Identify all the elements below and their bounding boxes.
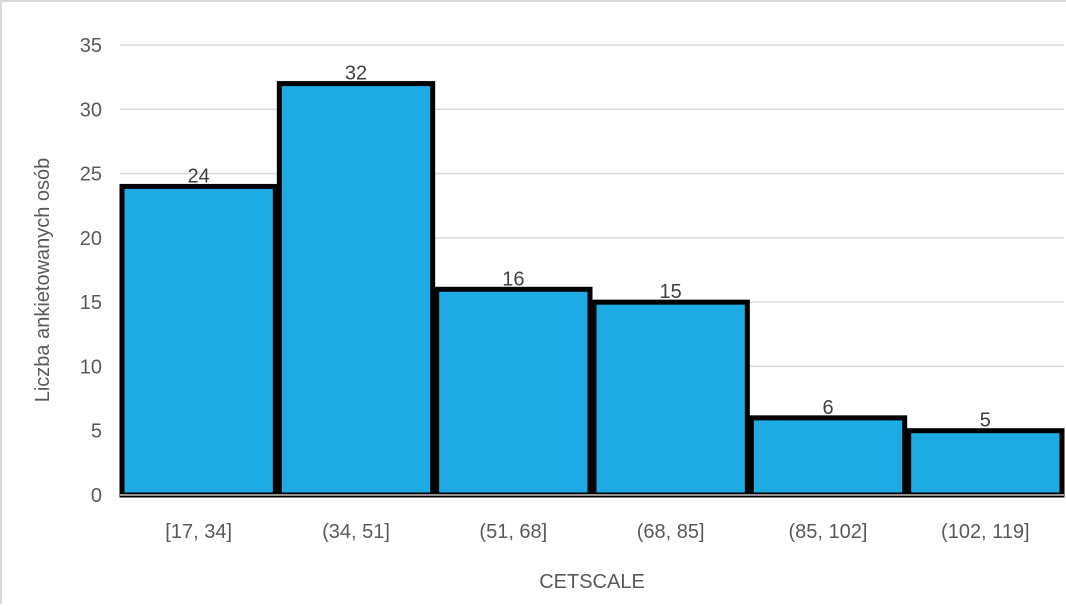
y-tick-label: 15 [80, 292, 102, 314]
x-tick-label: (85, 102] [789, 521, 868, 543]
x-tick-labels: [17, 34] (34, 51] (51, 68] (68, 85] (85, 102… [165, 521, 1029, 543]
y-tick-label: 20 [80, 228, 102, 250]
y-tick-label: 5 [91, 421, 102, 443]
bar [434, 286, 593, 498]
bars [119, 81, 1065, 498]
x-axis-title: CETSCALE [539, 571, 645, 593]
data-label: 5 [980, 410, 991, 432]
bar [906, 428, 1065, 498]
data-label: 24 [188, 165, 210, 187]
bar [119, 183, 278, 498]
y-tick-labels: 0 5 10 15 20 25 30 35 [80, 35, 102, 507]
x-tick-label: (68, 85] [637, 521, 705, 543]
x-tick-label: (34, 51] [322, 521, 390, 543]
data-labels: 24 32 16 15 6 5 [188, 63, 991, 432]
data-label: 6 [822, 397, 833, 419]
y-tick-label: 0 [91, 485, 102, 507]
data-label: 32 [345, 63, 367, 85]
bar [591, 299, 750, 498]
y-tick-label: 35 [80, 35, 102, 57]
data-label: 15 [660, 281, 682, 303]
y-tick-label: 10 [80, 356, 102, 378]
y-axis-title: Liczba ankietowanych osób [32, 158, 54, 403]
bar [748, 415, 908, 498]
y-tick-label: 30 [80, 99, 102, 121]
x-tick-label: (102, 119] [941, 521, 1030, 543]
y-tick-label: 25 [80, 164, 102, 186]
x-tick-label: [17, 34] [165, 521, 232, 543]
data-label: 16 [502, 268, 524, 290]
x-tick-label: (51, 68] [479, 521, 547, 543]
bar [276, 81, 436, 498]
